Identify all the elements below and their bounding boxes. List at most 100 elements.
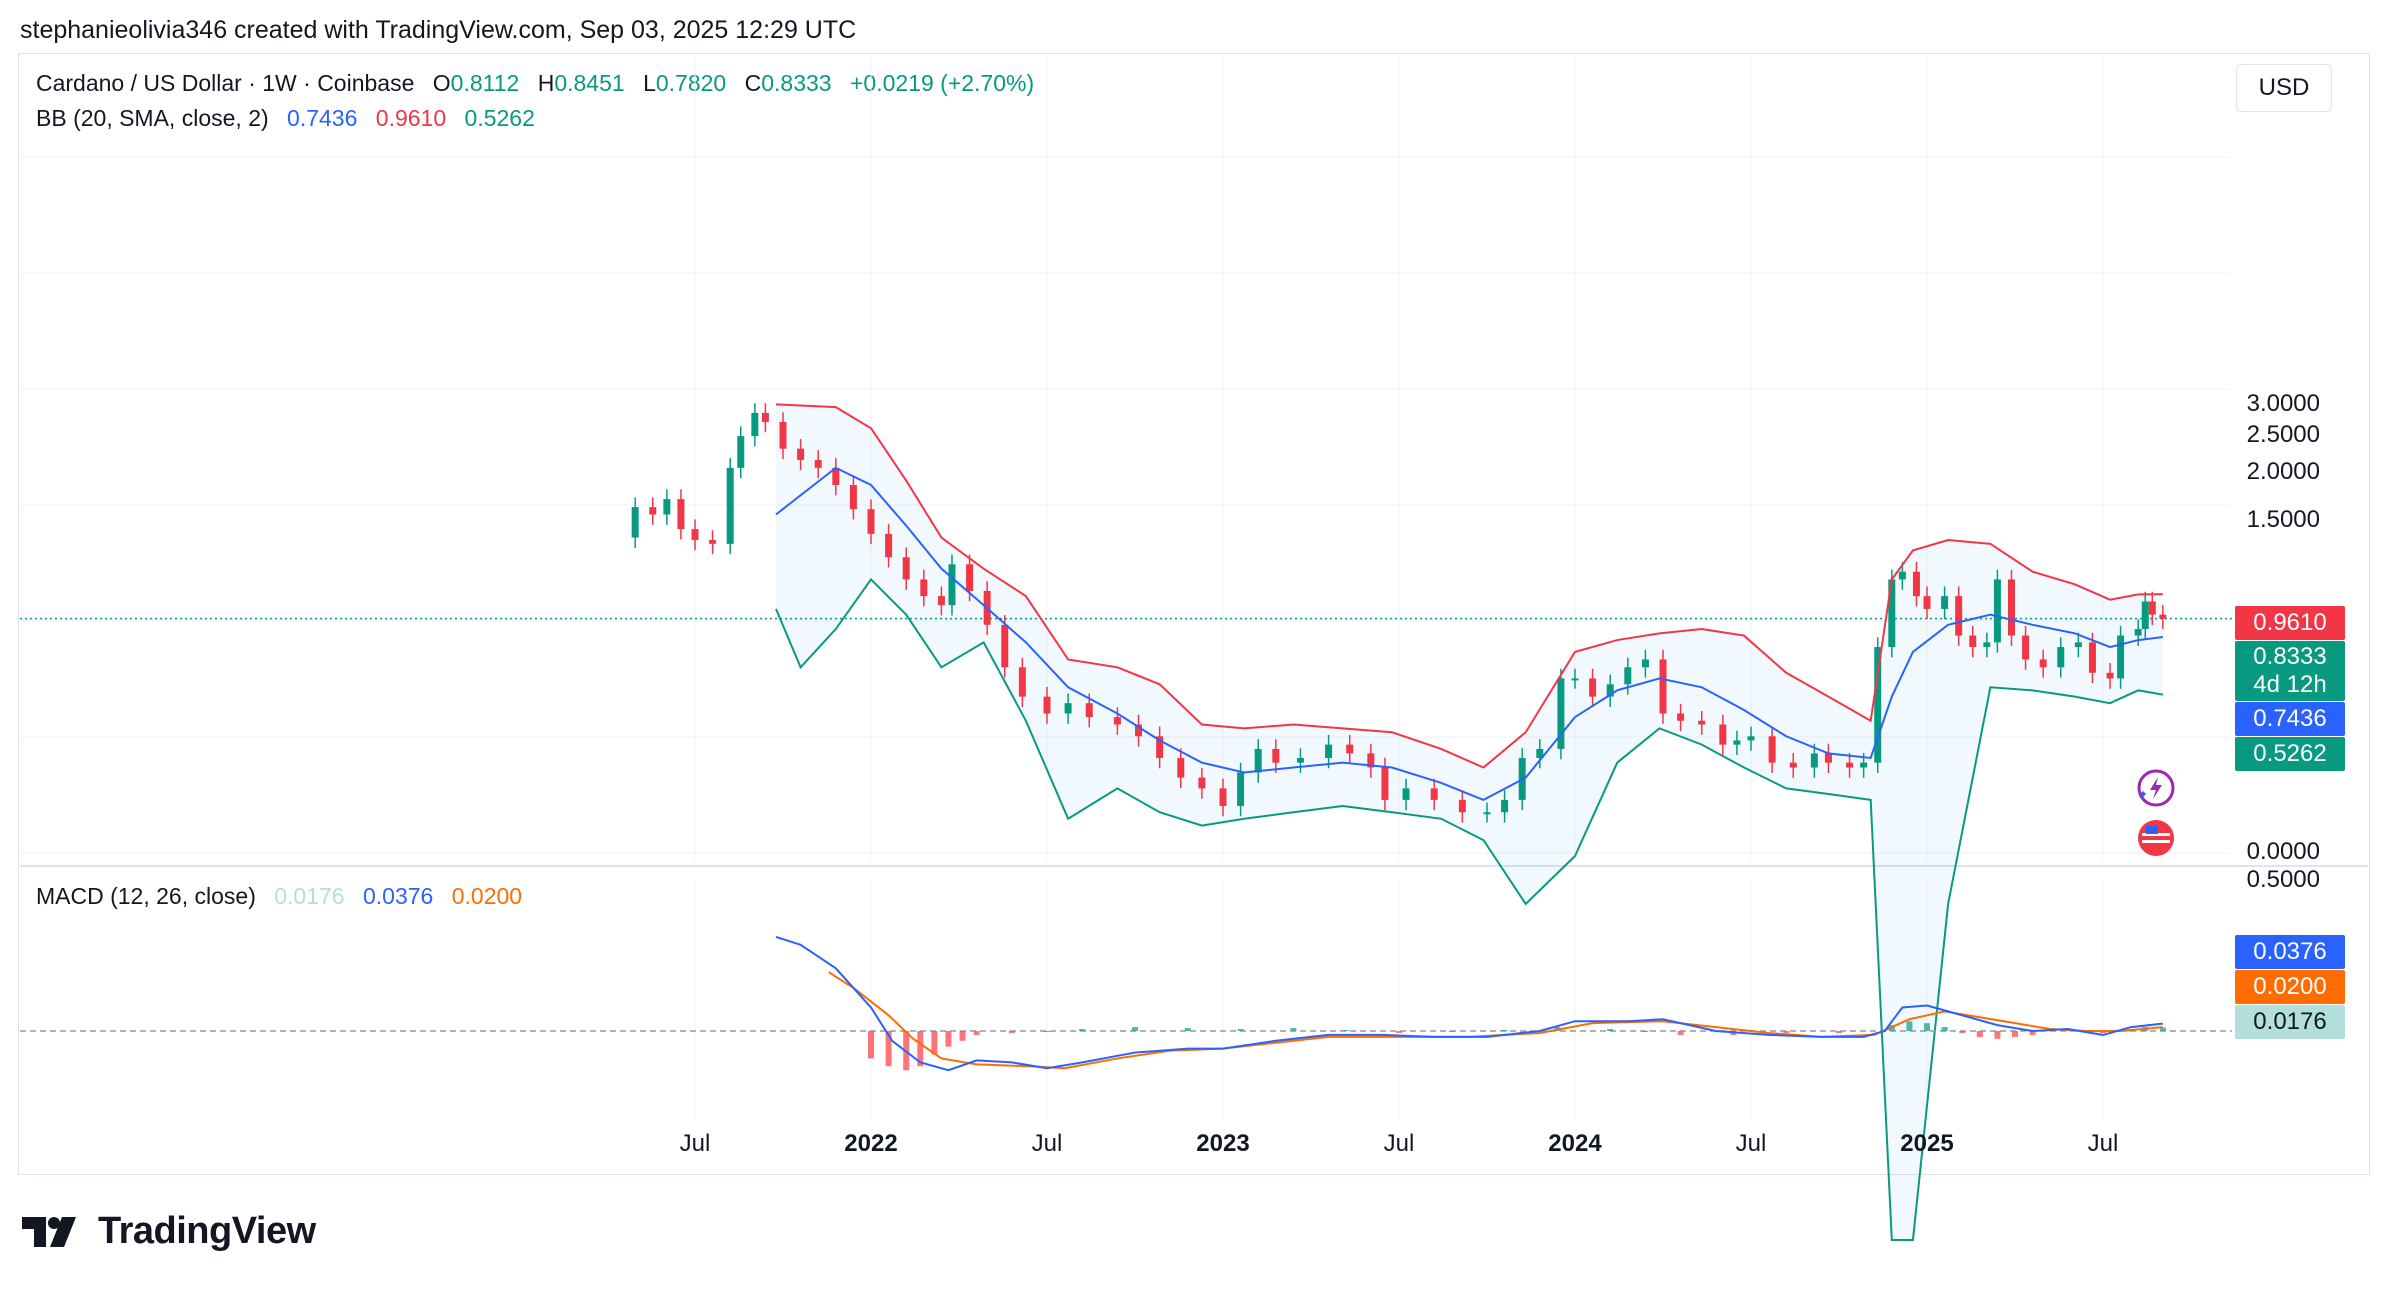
macd-axis-tick: 0.5000 bbox=[2246, 866, 2320, 893]
macd-signal-line bbox=[828, 971, 2163, 1070]
macd-line bbox=[775, 935, 2163, 1072]
bb-basis-line bbox=[775, 466, 2163, 801]
candle-body bbox=[1659, 659, 1667, 714]
candle-body bbox=[1719, 724, 1727, 745]
macd-histogram-bar bbox=[959, 1031, 966, 1041]
macd-histogram-bar bbox=[931, 1031, 938, 1055]
macd-histogram-bar bbox=[1959, 1031, 1966, 1033]
time-axis-tick: 2024 bbox=[1548, 1130, 1602, 1157]
candle-body bbox=[779, 421, 787, 449]
price-axis-tick: 0.0000 bbox=[2246, 838, 2320, 865]
candle-body bbox=[1789, 762, 1797, 768]
time-axis-tick: Jul bbox=[1383, 1130, 1415, 1157]
macd-hist-value: 0.0176 bbox=[274, 883, 345, 909]
candle-body bbox=[1018, 667, 1026, 697]
candle-body bbox=[867, 509, 875, 534]
macd-histogram-bar bbox=[1836, 1031, 1842, 1033]
candle-body bbox=[1367, 753, 1375, 768]
candle-body bbox=[1381, 767, 1389, 800]
candle-body bbox=[1430, 788, 1438, 800]
time-axis-tick: Jul bbox=[679, 1130, 711, 1157]
tradingview-logo-icon bbox=[22, 1216, 76, 1247]
price-axis-tick: 1.5000 bbox=[2246, 505, 2320, 533]
candle-body bbox=[2134, 629, 2142, 636]
candle-body bbox=[1043, 696, 1051, 714]
candle-body bbox=[1113, 717, 1121, 725]
macd-histogram-bar bbox=[1924, 1023, 1930, 1031]
high-label: H bbox=[537, 70, 555, 96]
time-axis-tick: 2025 bbox=[1900, 1130, 1954, 1157]
candle-body bbox=[2039, 659, 2047, 668]
macd-histogram-bar bbox=[1132, 1027, 1138, 1031]
low-label: L bbox=[643, 70, 656, 96]
currency-button[interactable]: USD bbox=[2236, 64, 2332, 112]
candle-body bbox=[2106, 672, 2114, 679]
candle-body bbox=[1536, 748, 1544, 758]
candle-body bbox=[885, 533, 893, 558]
candle-body bbox=[1085, 703, 1093, 718]
chart-frame bbox=[18, 53, 2370, 1175]
candle-body bbox=[1296, 757, 1304, 763]
candle-body bbox=[2022, 635, 2030, 660]
macd-histogram-bar bbox=[917, 1031, 924, 1067]
macd-histogram-bar bbox=[1184, 1028, 1191, 1031]
candle-body bbox=[1955, 596, 1963, 636]
close-value: C0.8333 bbox=[745, 70, 832, 96]
macd-histogram-bar bbox=[1079, 1029, 1086, 1031]
candle-body bbox=[1254, 748, 1262, 773]
low-number: 0.7820 bbox=[655, 70, 727, 96]
symbol-title[interactable]: Cardano / US Dollar · 1W · Coinbase bbox=[36, 70, 415, 96]
candle-body bbox=[1346, 744, 1354, 754]
candle-body bbox=[849, 484, 857, 510]
candle-body bbox=[966, 564, 974, 591]
bar-countdown: 4d 12h bbox=[2253, 671, 2327, 698]
candle-body bbox=[1198, 777, 1206, 789]
candle-body bbox=[1993, 579, 2001, 643]
close-label: C bbox=[744, 70, 762, 96]
bb-label[interactable]: BB (20, SMA, close, 2) bbox=[36, 105, 269, 131]
bb-upper-tag: 0.9610 bbox=[2235, 606, 2345, 640]
chart-author-caption: stephanieolivia346 created with TradingV… bbox=[20, 16, 857, 44]
last-price: 0.8333 bbox=[2253, 643, 2327, 670]
flash-icon[interactable] bbox=[2136, 768, 2176, 808]
time-axis-tick: 2023 bbox=[1196, 1130, 1250, 1157]
macd-label[interactable]: MACD (12, 26, close) bbox=[36, 883, 256, 909]
candle-body bbox=[1824, 753, 1832, 763]
candle-body bbox=[1606, 684, 1614, 697]
candle-body bbox=[1402, 788, 1410, 800]
candle-body bbox=[1135, 724, 1143, 737]
candle-body bbox=[1501, 799, 1509, 813]
candle-body bbox=[751, 412, 759, 437]
candle-body bbox=[677, 499, 685, 530]
change-value: +0.0219 (+2.70%) bbox=[849, 70, 1035, 96]
macd-histogram-bar bbox=[1044, 1031, 1050, 1032]
us-flag-icon[interactable] bbox=[2136, 818, 2176, 858]
candle-body bbox=[1983, 642, 1991, 648]
candle-body bbox=[1846, 762, 1854, 768]
macd-histogram-bar bbox=[1677, 1031, 1684, 1035]
macd-histogram-bar bbox=[1343, 1030, 1350, 1032]
bb-basis-value: 0.7436 bbox=[287, 105, 358, 131]
candle-body bbox=[1624, 667, 1632, 685]
high-number: 0.8451 bbox=[554, 70, 625, 96]
candle-body bbox=[1768, 736, 1776, 763]
macd-histogram-bar bbox=[1448, 1031, 1455, 1032]
macd-histogram-bar bbox=[1290, 1028, 1297, 1031]
candle-body bbox=[2057, 647, 2065, 668]
low-value: L0.7820 bbox=[643, 70, 726, 96]
last-price-tag: 0.8333 4d 12h bbox=[2235, 641, 2345, 701]
macd-histogram-bar bbox=[1008, 1031, 1015, 1033]
candle-body bbox=[937, 596, 945, 606]
candle-body bbox=[691, 529, 699, 541]
tradingview-logo[interactable]: TradingView bbox=[22, 1210, 316, 1253]
macd-histogram-bar bbox=[1642, 1031, 1649, 1032]
candle-body bbox=[2074, 642, 2082, 648]
candle-body bbox=[1001, 624, 1009, 668]
candle-body bbox=[1641, 659, 1649, 668]
candle-body bbox=[1810, 753, 1818, 768]
candle-body bbox=[631, 507, 639, 538]
candle-body bbox=[1219, 788, 1227, 806]
bb-lower-tag: 0.5262 bbox=[2235, 737, 2345, 771]
candle-body bbox=[1969, 635, 1977, 648]
